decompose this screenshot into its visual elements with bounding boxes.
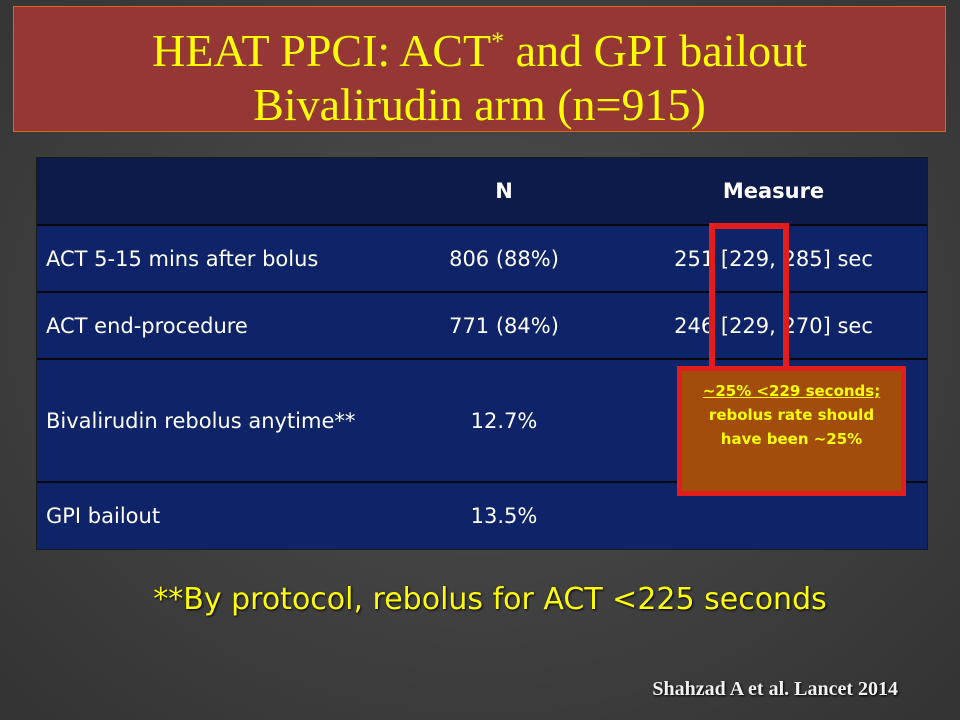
results-table: N Measure ACT 5-15 mins after bolus 806 … xyxy=(36,157,928,550)
row-label: GPI bailout xyxy=(36,480,389,550)
title-text-part-2: and GPI bailout xyxy=(504,25,807,76)
row-n: 771 (84%) xyxy=(389,291,619,360)
title-line-2: Bivalirudin arm (n=915) xyxy=(253,79,706,130)
header-cell-empty xyxy=(36,157,389,226)
row-n: 13.5% xyxy=(389,480,619,550)
row-measure: 251 [229, 285] sec xyxy=(619,224,928,293)
annotation-callout: ~25% <229 seconds; rebolus rate should h… xyxy=(677,366,906,496)
row-measure: 246 [229, 270] sec xyxy=(619,291,928,360)
title-text-part-1: HEAT PPCI: ACT xyxy=(152,25,492,76)
callout-line-3: have been ~25% xyxy=(720,430,863,448)
table-header-row: N Measure xyxy=(36,157,928,226)
row-label: ACT 5-15 mins after bolus xyxy=(36,224,389,293)
citation: Shahzad A et al. Lancet 2014 xyxy=(652,678,898,700)
title-asterisk: * xyxy=(491,27,505,56)
table-row: ACT end-procedure 771 (84%) 246 [229, 27… xyxy=(36,291,928,360)
title-banner: HEAT PPCI: ACT* and GPI bailout Bivaliru… xyxy=(13,6,946,132)
table-row: ACT 5-15 mins after bolus 806 (88%) 251 … xyxy=(36,224,928,293)
callout-line-2: rebolus rate should xyxy=(708,406,875,424)
row-label: ACT end-procedure xyxy=(36,291,389,360)
title-line-1: HEAT PPCI: ACT* and GPI bailout xyxy=(14,15,945,78)
row-n: 12.7% xyxy=(389,358,619,482)
callout-line-1: ~25% <229 seconds; xyxy=(702,382,881,400)
highlight-bracket xyxy=(709,223,789,370)
header-cell-n: N xyxy=(389,157,619,226)
header-cell-measure: Measure xyxy=(619,157,928,226)
footnote: **By protocol, rebolus for ACT <225 seco… xyxy=(153,582,827,617)
row-n: 806 (88%) xyxy=(389,224,619,293)
table-row: GPI bailout 13.5% xyxy=(36,480,928,550)
row-label: Bivalirudin rebolus anytime** xyxy=(36,358,389,482)
